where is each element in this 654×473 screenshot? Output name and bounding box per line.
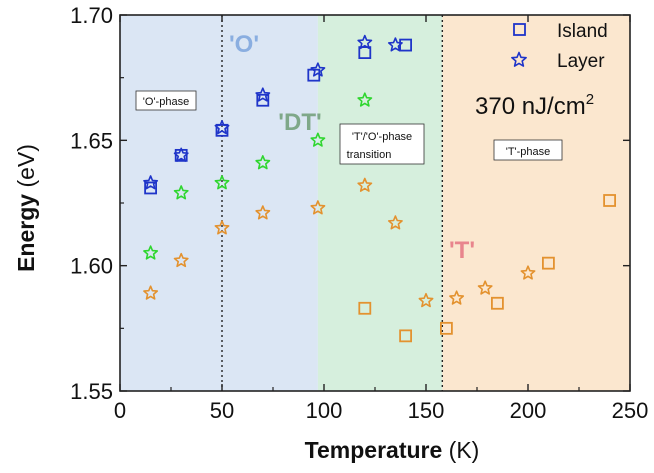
- data-point-square: [358, 301, 372, 315]
- data-point-star: [418, 292, 434, 308]
- fluence-exponent: 2: [586, 91, 594, 108]
- data-point-square: [603, 194, 616, 207]
- data-point-star: [310, 62, 326, 77]
- y-tick-label: 1.65: [70, 128, 113, 153]
- data-point-star: [255, 205, 271, 220]
- region-dt-label: 'DT': [278, 109, 321, 136]
- data-point-star: [310, 200, 326, 215]
- data-point-star: [387, 37, 403, 52]
- data-point-star: [255, 87, 271, 102]
- t-phase-box: 'T'-phase: [493, 139, 563, 161]
- data-point-star: [214, 220, 230, 235]
- axis-ticks: 0 50 100 150 200 250 1.55 1.60 1.65 1.70: [70, 3, 648, 423]
- data-point-star: [143, 245, 159, 260]
- data-point-square: [399, 329, 413, 343]
- x-axis-label: Temperature: [305, 437, 443, 463]
- data-point-square: [358, 46, 372, 59]
- region-o-label: 'O': [229, 31, 259, 58]
- data-point-star: [357, 92, 373, 107]
- transition-label-line2: transition: [347, 149, 392, 161]
- data-point-square: [144, 181, 158, 195]
- region-t: [442, 15, 630, 391]
- legend-island-label: Island: [557, 21, 608, 42]
- data-point-square: [490, 296, 504, 310]
- data-point-star: [173, 147, 189, 162]
- fluence-label: 370 nJ/cm2: [475, 91, 594, 120]
- data-point-star: [255, 155, 271, 170]
- fluence-value: 370 nJ/cm: [475, 93, 586, 120]
- o-phase-label: 'O'-phase: [143, 96, 189, 108]
- y-axis-unit: (eV): [13, 144, 39, 187]
- y-axis-label: Energy: [13, 194, 39, 272]
- data-point-square: [542, 256, 555, 270]
- region-o: [120, 15, 318, 391]
- x-tick-label: 200: [510, 398, 547, 423]
- region-dt: [317, 15, 443, 391]
- region-t-label: 'T': [449, 237, 475, 264]
- x-tick-label: 100: [306, 398, 343, 423]
- data-point-star: [173, 252, 189, 268]
- data-point-star: [143, 175, 159, 190]
- data-point-star: [310, 132, 326, 147]
- y-axis-title: Energy (eV): [13, 144, 39, 272]
- data-point-square: [256, 93, 270, 107]
- y-tick-label: 1.70: [70, 3, 113, 28]
- data-point-star: [143, 285, 159, 300]
- x-tick-label: 150: [408, 398, 445, 423]
- t-phase-label: 'T'-phase: [506, 146, 551, 158]
- legend-star-shape: [511, 51, 527, 67]
- x-tick-label: 0: [114, 398, 126, 423]
- data-point-star: [214, 175, 230, 190]
- data-points: [143, 34, 616, 343]
- y-tick-label: 1.60: [70, 254, 113, 279]
- transition-label-line1: 'T'/'O'-phase: [352, 131, 412, 143]
- data-point-star: [387, 215, 403, 230]
- x-tick-label: 50: [210, 398, 234, 423]
- x-axis-title: Temperature (K): [305, 437, 480, 463]
- legend: Island Layer: [511, 21, 608, 72]
- y-tick-label: 1.55: [70, 379, 113, 404]
- x-tick-label: 250: [612, 398, 649, 423]
- data-point-star: [173, 185, 189, 200]
- o-phase-box: 'O'-phase: [135, 90, 197, 111]
- data-point-star: [520, 265, 536, 280]
- data-point-star: [357, 34, 373, 50]
- data-point-star: [357, 177, 373, 192]
- phase-regions: [120, 15, 630, 391]
- data-point-star: [214, 120, 230, 135]
- data-point-star: [449, 290, 465, 305]
- data-point-square: [439, 321, 453, 335]
- data-point-square: [215, 123, 229, 137]
- x-axis-unit: (K): [449, 437, 480, 463]
- data-point-star: [477, 280, 493, 295]
- legend-island-marker: [513, 23, 526, 36]
- legend-layer-marker: [511, 51, 527, 67]
- transition-box: 'T'/'O'-phase transition: [339, 123, 425, 165]
- legend-layer-label: Layer: [557, 51, 605, 72]
